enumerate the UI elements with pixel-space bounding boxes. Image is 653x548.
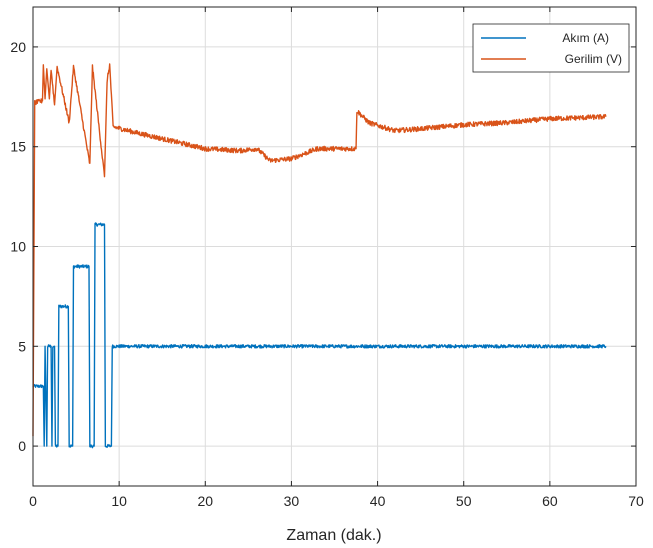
y-tick-label: 20 (10, 39, 26, 55)
x-tick-label: 0 (29, 493, 37, 509)
x-axis-label: Zaman (dak.) (286, 527, 381, 544)
ticks: 0 10 20 30 40 50 60 70 0 5 10 15 20 (10, 7, 644, 509)
series-line-voltage (32, 63, 607, 437)
y-tick-label: 0 (18, 438, 26, 454)
legend-label-current: Akım (A) (562, 31, 609, 45)
x-tick-label: 30 (284, 493, 300, 509)
x-tick-label: 70 (628, 493, 644, 509)
y-tick-label: 10 (10, 239, 26, 255)
legend-box (472, 23, 630, 73)
legend: Akım (A) Gerilim (V) (472, 23, 630, 73)
x-tick-label: 40 (370, 493, 386, 509)
series-line-current (32, 222, 607, 449)
x-tick-label: 20 (197, 493, 213, 509)
x-tick-label: 10 (111, 493, 127, 509)
series-layer (32, 63, 607, 449)
y-tick-label: 15 (10, 139, 26, 155)
x-tick-label: 60 (542, 493, 558, 509)
x-tick-label: 50 (456, 493, 472, 509)
y-tick-label: 5 (18, 338, 26, 354)
legend-label-voltage: Gerilim (V) (565, 52, 622, 66)
